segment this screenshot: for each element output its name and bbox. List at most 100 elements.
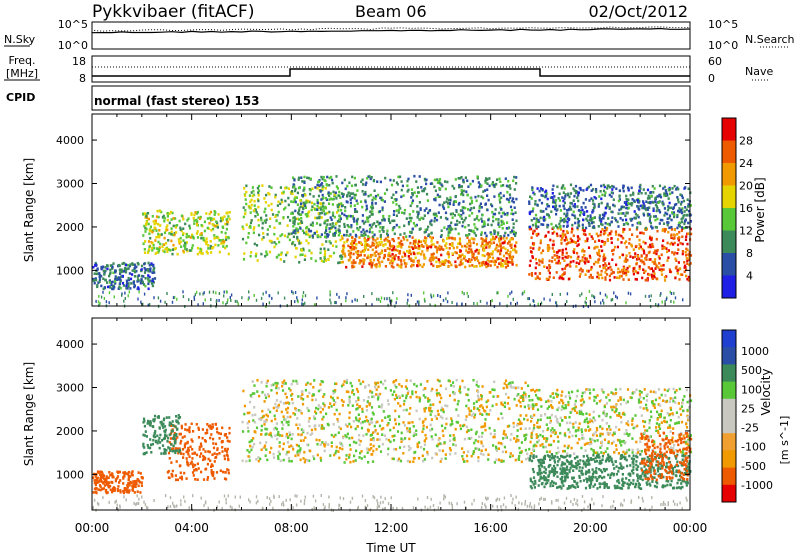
scatter-cell bbox=[208, 212, 211, 216]
scatter-cell bbox=[477, 181, 480, 184]
scatter-cell bbox=[98, 278, 101, 281]
scatter-cell bbox=[421, 189, 424, 193]
scatter-cell bbox=[378, 230, 381, 233]
scatter-cell bbox=[361, 190, 364, 193]
scatter-cell bbox=[531, 256, 534, 259]
scatter-cell bbox=[497, 441, 500, 445]
scatter-cell bbox=[347, 244, 350, 248]
scatter-cell bbox=[316, 296, 318, 300]
scatter-cell bbox=[360, 230, 363, 234]
scatter-cell bbox=[476, 302, 478, 306]
scatter-cell bbox=[206, 217, 209, 220]
scatter-cell bbox=[493, 461, 496, 464]
scatter-cell bbox=[598, 214, 601, 217]
scatter-cell bbox=[144, 223, 148, 227]
scatter-cell bbox=[498, 262, 501, 265]
scatter-cell bbox=[101, 476, 105, 479]
scatter-cell bbox=[453, 237, 456, 241]
scatter-cell bbox=[113, 489, 116, 492]
scatter-cell bbox=[547, 230, 550, 234]
scatter-cell bbox=[389, 254, 392, 258]
scatter-cell bbox=[584, 233, 587, 237]
scatter-cell bbox=[437, 294, 439, 297]
scatter-cell bbox=[386, 232, 389, 235]
scatter-cell bbox=[102, 287, 105, 291]
scatter-cell bbox=[387, 447, 390, 451]
scatter-cell bbox=[225, 290, 228, 294]
scatter-cell bbox=[547, 278, 550, 281]
scatter-cell bbox=[149, 421, 152, 424]
scatter-cell bbox=[548, 264, 551, 267]
scatter-cell bbox=[681, 252, 684, 256]
scatter-cell bbox=[348, 395, 351, 399]
scatter-cell bbox=[462, 211, 465, 215]
scatter-cell bbox=[264, 207, 267, 211]
scatter-cell bbox=[323, 247, 326, 251]
scatter-cell bbox=[408, 257, 411, 261]
scatter-cell bbox=[659, 195, 663, 199]
scatter-cell bbox=[505, 259, 508, 263]
scatter-cell bbox=[131, 473, 134, 476]
scatter-cell bbox=[196, 210, 199, 214]
scatter-cell bbox=[166, 471, 169, 474]
scatter-cell bbox=[198, 251, 201, 254]
scatter-cell bbox=[166, 247, 169, 251]
scatter-cell bbox=[491, 299, 493, 303]
scatter-cell bbox=[213, 477, 216, 480]
scatter-cell bbox=[309, 188, 312, 192]
scatter-cell bbox=[357, 228, 360, 232]
scatter-cell bbox=[652, 251, 655, 255]
scatter-cell bbox=[353, 197, 356, 200]
scatter-cell bbox=[102, 474, 105, 477]
scatter-cell bbox=[118, 268, 121, 272]
scatter-cell bbox=[552, 239, 555, 243]
scatter-cell bbox=[486, 301, 488, 305]
scatter-cell bbox=[272, 456, 276, 459]
scatter-cell bbox=[665, 297, 668, 301]
scatter-cell bbox=[673, 300, 675, 304]
scatter-cell bbox=[579, 209, 582, 213]
scatter-cell bbox=[357, 250, 360, 253]
scatter-cell bbox=[646, 214, 650, 217]
scatter-cell bbox=[245, 241, 248, 245]
scatter-cell bbox=[660, 292, 662, 296]
scatter-cell bbox=[628, 242, 631, 245]
scatter-cell bbox=[431, 182, 434, 185]
scatter-cell bbox=[406, 249, 409, 253]
scatter-cell bbox=[424, 299, 426, 303]
scatter-cell bbox=[241, 296, 243, 300]
scatter-cell bbox=[686, 198, 689, 201]
scatter-cell bbox=[668, 201, 671, 205]
scatter-cell bbox=[630, 203, 633, 207]
scatter-cell bbox=[602, 264, 605, 267]
scatter-cell bbox=[351, 265, 354, 269]
scatter-cell bbox=[566, 217, 569, 220]
scatter-cell bbox=[111, 284, 115, 288]
scatter-cell bbox=[97, 300, 100, 304]
scatter-cell bbox=[610, 230, 613, 233]
scatter-cell bbox=[342, 193, 345, 196]
scatter-cell bbox=[546, 223, 549, 227]
scatter-cell bbox=[291, 446, 294, 449]
scatter-cell bbox=[481, 261, 484, 265]
scatter-cell bbox=[296, 217, 299, 221]
scatter-cell bbox=[197, 426, 200, 430]
scatter-cell bbox=[472, 452, 475, 456]
scatter-cell bbox=[452, 443, 455, 446]
scatter-cell bbox=[663, 192, 666, 195]
scatter-cell bbox=[387, 258, 390, 262]
scatter-cell bbox=[483, 424, 487, 428]
scatter-cell bbox=[140, 264, 144, 268]
scatter-cell bbox=[612, 252, 615, 256]
scatter-cell bbox=[221, 240, 224, 244]
scatter-cell bbox=[685, 247, 688, 251]
scatter-cell bbox=[369, 205, 373, 209]
scatter-cell bbox=[621, 218, 624, 222]
scatter-cell bbox=[515, 241, 518, 244]
scatter-cell bbox=[587, 270, 590, 273]
scatter-cell bbox=[272, 383, 275, 387]
velocity-cells bbox=[92, 378, 693, 512]
scatter-cell bbox=[418, 201, 421, 204]
scatter-cell bbox=[129, 277, 133, 281]
scatter-cell bbox=[313, 379, 316, 382]
